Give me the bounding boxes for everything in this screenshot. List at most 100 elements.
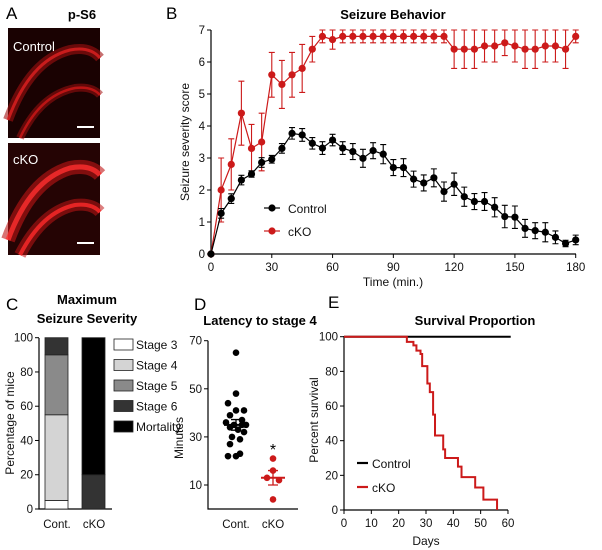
data-point: [572, 236, 580, 244]
axes: [207, 340, 298, 510]
y-tick-label: 0: [199, 249, 205, 261]
data-point: [561, 45, 570, 53]
data-point: [240, 407, 248, 414]
x-tick-label: 0: [341, 518, 347, 530]
panel-label-e: E: [328, 293, 339, 312]
data-point: [278, 80, 286, 88]
data-point: [226, 440, 234, 448]
data-point: [501, 212, 509, 221]
data-point: [572, 32, 580, 41]
x-tick-label: Cont.: [222, 519, 250, 531]
legend-swatch: [113, 379, 134, 392]
data-point: [551, 42, 560, 50]
data-point: [369, 32, 377, 41]
series-line-control: [210, 132, 576, 255]
y-tick-label: 0: [332, 505, 338, 517]
data-point: [511, 42, 519, 50]
y-tick-label: 6: [199, 57, 205, 69]
data-point: [541, 42, 549, 50]
y-tick-label: 3: [199, 153, 205, 165]
chart-e-plot: 0 20 40 60 80 100 0 10 20 30 40 50 60 Control cKO: [319, 332, 515, 530]
legend-label: Mortality: [136, 420, 181, 434]
data-point: [278, 144, 286, 152]
legend-label: Stage 5: [136, 379, 178, 393]
y-tick-label: 10: [189, 480, 202, 492]
bar-segment-stage-5: [44, 354, 69, 416]
data-point: [308, 139, 316, 147]
chart-e-ylabel: Percent survival: [307, 377, 321, 462]
x-tick-label: 50: [474, 518, 487, 530]
sem-bar: [268, 469, 278, 486]
data-point: [227, 160, 235, 168]
chart-b-ylabel: Seizure severity score: [178, 83, 192, 201]
axes: [210, 30, 576, 255]
x-tick-label: 10: [365, 518, 378, 530]
data-point: [217, 209, 225, 217]
y-tick-label: 40: [325, 436, 338, 448]
data-point: [460, 193, 468, 201]
x-tick-label: 30: [265, 262, 278, 274]
legend-label: cKO: [372, 481, 395, 495]
y-tick-label: 50: [189, 384, 202, 396]
data-point: [237, 109, 245, 117]
data-point: [228, 433, 236, 441]
data-point: [236, 436, 244, 443]
y-tick-label: 0: [27, 504, 33, 516]
bar-segment-stage-3: [44, 500, 69, 510]
panel-a-title: p-S6: [68, 7, 96, 22]
x-tick-label: 60: [502, 518, 515, 530]
data-point: [521, 224, 529, 232]
data-point: [298, 64, 306, 72]
data-point: [511, 213, 519, 221]
legend-swatch: [113, 400, 134, 412]
data-point: [232, 390, 240, 397]
data-point: [460, 45, 468, 53]
data-point: [207, 250, 215, 258]
y-tick-label: 20: [325, 470, 338, 482]
legend-label: Control: [372, 457, 411, 471]
y-tick-label: 5: [199, 89, 205, 101]
x-tick-label: 90: [387, 262, 400, 274]
data-point: [480, 197, 489, 206]
data-point: [450, 180, 458, 188]
y-tick-label: 7: [199, 25, 205, 37]
legend-label: cKO: [288, 225, 311, 239]
micrograph-control: Control: [3, 28, 104, 140]
x-tick-label: 180: [566, 262, 585, 274]
data-point: [232, 349, 240, 357]
data-point: [470, 197, 478, 206]
panel-label-a: A: [6, 4, 18, 23]
y-tick-label: 60: [325, 401, 338, 413]
data-point: [541, 228, 549, 236]
data-point: [268, 155, 276, 163]
data-point: [410, 175, 418, 183]
survival-curve-cko: [344, 335, 499, 510]
bar-segment-mortality: [81, 337, 106, 476]
data-point: [389, 164, 397, 172]
micrograph-label-control: Control: [13, 39, 55, 54]
x-tick-label: 20: [392, 518, 405, 530]
data-point: [298, 131, 306, 139]
data-point: [440, 188, 448, 196]
legend-marker: [268, 204, 276, 212]
legend-marker: [268, 227, 276, 235]
chart-d-title: Latency to stage 4: [203, 313, 317, 328]
chart-d-ylabel: Minutes: [172, 417, 186, 459]
data-point: [470, 45, 478, 53]
x-tick-label: 60: [326, 262, 339, 274]
data-point: [420, 179, 428, 187]
data-point: [389, 32, 397, 41]
data-point: [240, 428, 248, 436]
data-point: [410, 32, 418, 41]
panel-label-d: D: [194, 295, 206, 314]
data-point: [247, 170, 256, 178]
chart-b-title: Seizure Behavior: [340, 7, 446, 22]
x-tick-label: cKO: [83, 519, 105, 531]
data-point: [521, 45, 529, 53]
chart-d-plot: 10 30 50 70 Cont. cKO: [189, 336, 298, 531]
y-tick-label: 100: [319, 332, 338, 344]
data-point: [318, 32, 327, 41]
data-point: [268, 71, 276, 79]
axes: [343, 336, 508, 511]
